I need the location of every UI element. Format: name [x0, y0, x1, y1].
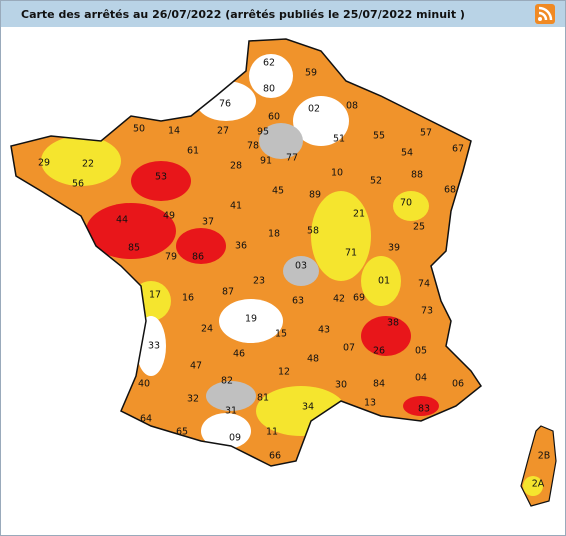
department-label: 18	[268, 229, 280, 240]
department-label: 48	[307, 354, 319, 365]
department-label: 38	[387, 318, 399, 329]
department-label: 08	[346, 101, 358, 112]
department-label: 26	[373, 346, 385, 357]
department-label: 42	[333, 294, 345, 305]
department-label: 11	[266, 427, 278, 438]
department-label: 39	[388, 243, 400, 254]
department-label: 49	[163, 211, 175, 222]
rss-icon[interactable]	[535, 4, 555, 24]
department-label: 52	[370, 176, 382, 187]
department-label: 91	[260, 156, 272, 167]
department-label: 36	[235, 241, 247, 252]
department-label: 04	[415, 373, 427, 384]
department-label: 53	[155, 172, 167, 183]
department-label: 60	[268, 112, 280, 123]
department-label: 09	[229, 433, 241, 444]
department-label: 78	[247, 141, 259, 152]
department-label: 32	[187, 394, 199, 405]
department-label: 28	[230, 161, 242, 172]
department-label: 03	[295, 261, 307, 272]
department-label: 82	[221, 376, 233, 387]
department-label: 44	[116, 215, 128, 226]
department-label: 58	[307, 226, 319, 237]
department-label: 95	[257, 127, 269, 138]
department-label: 46	[233, 349, 245, 360]
rss-glyph	[538, 6, 553, 21]
department-label: 24	[201, 324, 213, 335]
department-label: 2A	[532, 479, 545, 490]
department-label: 89	[309, 190, 321, 201]
department-label: 10	[331, 168, 343, 179]
department-label: 69	[353, 293, 365, 304]
header: Carte des arrêtés au 26/07/2022 (arrêtés…	[1, 1, 565, 27]
department-label: 17	[149, 290, 161, 301]
department-label: 65	[176, 427, 188, 438]
title: Carte des arrêtés au 26/07/2022 (arrêtés…	[21, 7, 465, 21]
department-label: 33	[148, 341, 160, 352]
department-label: 45	[272, 186, 284, 197]
department-label: 37	[202, 217, 214, 228]
department-label: 01	[378, 276, 390, 287]
department-label: 54	[401, 148, 413, 159]
department-label: 07	[343, 343, 355, 354]
department-label: 77	[286, 153, 298, 164]
department-label: 86	[192, 252, 204, 263]
department-label: 05	[415, 346, 427, 357]
department-label: 30	[335, 380, 347, 391]
department-label: 13	[364, 398, 376, 409]
department-label: 51	[333, 134, 345, 145]
department-label: 71	[345, 248, 357, 259]
department-label: 47	[190, 361, 202, 372]
department-label: 87	[222, 287, 234, 298]
department-label: 81	[257, 393, 269, 404]
department-label: 67	[452, 144, 464, 155]
department-label: 73	[421, 306, 433, 317]
department-label: 84	[373, 379, 385, 390]
department-label: 80	[263, 84, 275, 95]
department-label: 12	[278, 367, 290, 378]
department-label: 2B	[538, 451, 551, 462]
department-label: 63	[292, 296, 304, 307]
department-label: 29	[38, 158, 50, 169]
department-label: 31	[225, 406, 237, 417]
department-label: 79	[165, 252, 177, 263]
department-label: 27	[217, 126, 229, 137]
department-label: 41	[230, 201, 242, 212]
department-label: 61	[187, 146, 199, 157]
department-label: 34	[302, 402, 314, 413]
department-label: 74	[418, 279, 430, 290]
department-label: 56	[72, 179, 84, 190]
department-label: 70	[400, 198, 412, 209]
department-label: 64	[140, 414, 152, 425]
department-label: 88	[411, 170, 423, 181]
france-fill	[11, 39, 481, 466]
department-label: 23	[253, 276, 265, 287]
department-label: 21	[353, 209, 365, 220]
department-label: 15	[275, 329, 287, 340]
department-label: 19	[245, 314, 257, 325]
department-label: 16	[182, 293, 194, 304]
department-label: 43	[318, 325, 330, 336]
department-label: 83	[418, 404, 430, 415]
department-label: 22	[82, 159, 94, 170]
corsica-zone	[523, 476, 543, 496]
department-label: 14	[168, 126, 180, 137]
department-label: 40	[138, 379, 150, 390]
department-label: 50	[133, 124, 145, 135]
department-label: 02	[308, 104, 320, 115]
department-label: 66	[269, 451, 281, 462]
department-label: 25	[413, 222, 425, 233]
department-label: 55	[373, 131, 385, 142]
department-label: 57	[420, 128, 432, 139]
department-label: 85	[128, 243, 140, 254]
department-label: 59	[305, 68, 317, 79]
department-label: 68	[444, 185, 456, 196]
department-label: 62	[263, 58, 275, 69]
department-label: 06	[452, 379, 464, 390]
department-label: 76	[219, 99, 231, 110]
